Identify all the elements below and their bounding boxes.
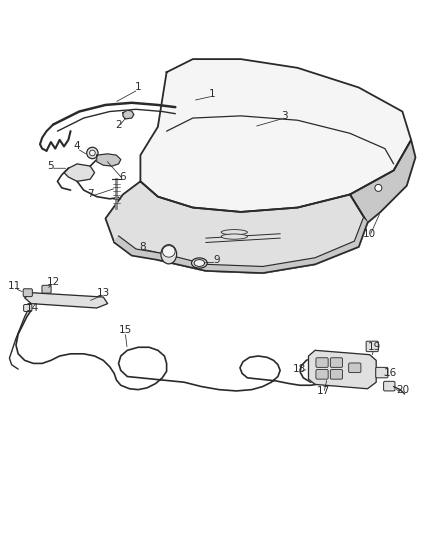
- FancyBboxPatch shape: [366, 341, 378, 352]
- Ellipse shape: [221, 234, 247, 239]
- Text: 12: 12: [46, 277, 60, 287]
- Text: 7: 7: [87, 189, 93, 199]
- Polygon shape: [64, 164, 95, 181]
- Text: 17: 17: [317, 386, 330, 396]
- Ellipse shape: [161, 245, 177, 264]
- FancyBboxPatch shape: [376, 367, 388, 378]
- Text: 1: 1: [209, 89, 216, 99]
- Polygon shape: [350, 140, 416, 223]
- FancyBboxPatch shape: [316, 369, 328, 379]
- Text: 8: 8: [139, 242, 146, 252]
- Text: 20: 20: [396, 385, 409, 394]
- Ellipse shape: [221, 230, 247, 235]
- FancyBboxPatch shape: [42, 285, 51, 293]
- Text: 19: 19: [367, 342, 381, 352]
- Text: 6: 6: [120, 172, 126, 182]
- FancyBboxPatch shape: [316, 358, 328, 367]
- Text: 11: 11: [8, 281, 21, 291]
- Circle shape: [89, 150, 95, 156]
- Polygon shape: [308, 350, 376, 389]
- Ellipse shape: [162, 246, 175, 257]
- FancyBboxPatch shape: [384, 381, 395, 391]
- Text: 14: 14: [25, 303, 39, 313]
- Text: 18: 18: [293, 364, 307, 374]
- Text: 2: 2: [115, 119, 122, 130]
- FancyBboxPatch shape: [330, 358, 343, 367]
- Polygon shape: [123, 110, 134, 119]
- Text: 3: 3: [281, 111, 288, 121]
- Polygon shape: [97, 154, 121, 166]
- Polygon shape: [106, 181, 367, 273]
- FancyBboxPatch shape: [349, 363, 361, 373]
- Polygon shape: [141, 59, 411, 212]
- Text: 9: 9: [213, 255, 220, 265]
- FancyBboxPatch shape: [330, 369, 343, 379]
- FancyBboxPatch shape: [23, 289, 32, 297]
- Text: 5: 5: [48, 161, 54, 171]
- Text: 13: 13: [97, 288, 110, 298]
- Ellipse shape: [194, 260, 205, 266]
- Text: 15: 15: [119, 325, 132, 335]
- Polygon shape: [114, 219, 367, 273]
- Polygon shape: [25, 293, 108, 308]
- Ellipse shape: [191, 258, 207, 268]
- FancyBboxPatch shape: [24, 304, 32, 311]
- Text: 16: 16: [384, 368, 397, 378]
- Circle shape: [87, 147, 98, 159]
- Text: 10: 10: [363, 229, 376, 239]
- Text: 1: 1: [135, 83, 141, 93]
- Text: 4: 4: [74, 141, 81, 151]
- Circle shape: [375, 184, 382, 191]
